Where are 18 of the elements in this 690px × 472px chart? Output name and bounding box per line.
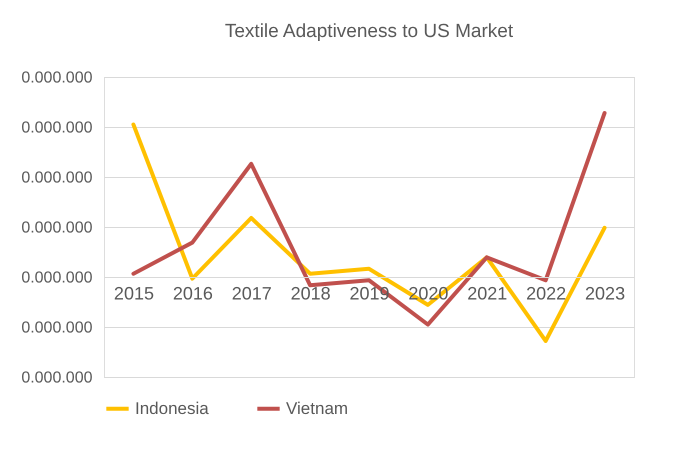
x-tick-label: 2021 [467, 284, 508, 304]
legend-label: Indonesia [135, 398, 210, 418]
text: 0.000.000 [21, 270, 93, 286]
x-tick-label: 2023 [585, 284, 626, 304]
x-tick-label: 2022 [526, 284, 566, 304]
text: 0.000.000 [21, 70, 93, 86]
x-tick-label: 2016 [172, 284, 213, 304]
text: 0.000.000 [21, 320, 93, 336]
text: 0.000.000 [21, 370, 93, 386]
text: 0.000.000 [21, 220, 93, 236]
text: 0.000.000 [21, 170, 93, 186]
chart-title: Textile Adaptiveness to US Market [224, 21, 514, 42]
text: 0.000.000 [21, 120, 93, 136]
x-tick-label: 2015 [114, 284, 154, 304]
legend-label: Vietnam [286, 398, 348, 418]
x-tick-label: 2017 [232, 284, 272, 304]
x-tick-label: 2018 [290, 284, 331, 304]
x-tick-label: 2019 [349, 284, 390, 304]
